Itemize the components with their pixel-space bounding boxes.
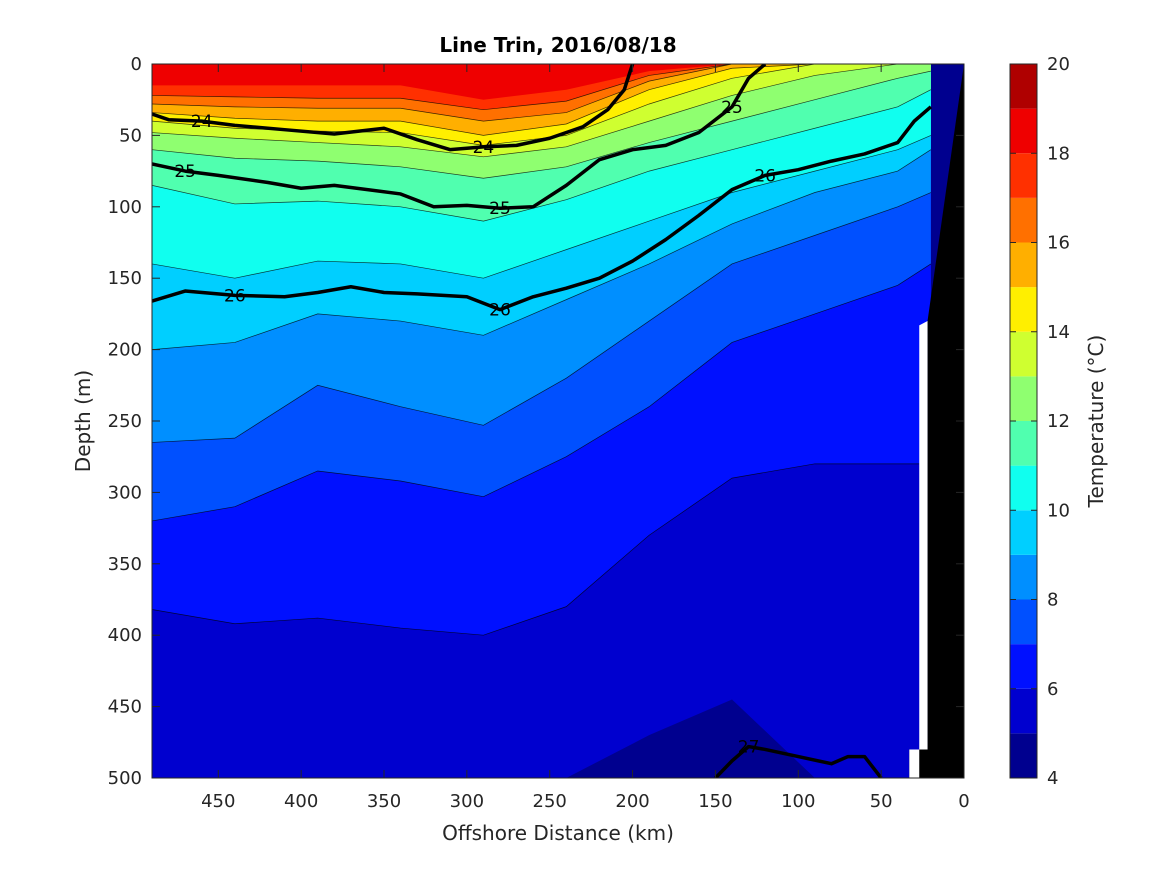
thin-contour-line (152, 192, 931, 443)
colorbar-swatch (1010, 733, 1037, 778)
colorbar-swatch (1010, 108, 1037, 154)
colorbar-swatch (1010, 465, 1037, 511)
colorbar-swatch (1010, 554, 1037, 600)
density-contour-25 (152, 64, 767, 210)
contour-label-25: 25 (174, 162, 196, 182)
temperature-band-18 (152, 64, 931, 100)
colorbar-swatch (1010, 644, 1037, 689)
colorbar-swatch (1010, 376, 1037, 421)
contour-label-26: 26 (224, 286, 246, 306)
x-tick-label: 250 (533, 791, 567, 812)
thin-contour-line (152, 463, 931, 636)
colorbar-tick-label: 18 (1047, 143, 1070, 164)
x-tick-label: 0 (958, 791, 969, 812)
colorbar-swatch (1010, 331, 1037, 377)
density-contour-24 (152, 64, 635, 152)
density-contours (152, 64, 932, 778)
density-contour-27 (714, 744, 883, 778)
y-axis-label: Depth (m) (71, 370, 95, 472)
y-tick-label: 50 (119, 125, 142, 146)
x-tick-label: 350 (367, 791, 401, 812)
colorbar-label: Temperature (°C) (1084, 335, 1108, 509)
contour-label-26: 26 (489, 301, 511, 321)
y-tick-label: 200 (108, 340, 142, 361)
coastline-land (886, 64, 964, 778)
x-tick-label: 300 (450, 791, 484, 812)
colorbar-swatch (1010, 421, 1037, 466)
colorbar-ticks: 4 6 8 10 12 14 16 18 20 (1010, 54, 1070, 789)
x-tick-label: 150 (698, 791, 732, 812)
thin-contour-line (152, 135, 931, 279)
colorbar-swatch (1010, 242, 1037, 288)
thin-contour-line (152, 64, 931, 136)
colorbar-swatch (1010, 64, 1037, 109)
colorbar-tick-label: 10 (1047, 500, 1070, 521)
thin-contour-line (152, 64, 931, 111)
x-tick-label: 100 (781, 791, 815, 812)
y-tick-label: 0 (131, 54, 142, 75)
x-tick-label: 400 (284, 791, 318, 812)
x-tick-label: 200 (615, 791, 649, 812)
plot-area (152, 64, 964, 778)
x-tick-label: 450 (201, 791, 235, 812)
y-tick-label: 400 (108, 625, 142, 646)
y-tick-label: 500 (108, 768, 142, 789)
x-tick-label: 50 (870, 791, 893, 812)
colorbar-tick-label: 6 (1047, 679, 1058, 700)
thin-contour-line (152, 149, 932, 350)
coastline-gap (909, 321, 928, 778)
contour-label-25: 25 (721, 98, 743, 118)
colorbar-tick-label: 12 (1047, 411, 1070, 432)
colorbar-swatch (1010, 688, 1037, 734)
y-tick-label: 300 (108, 482, 142, 503)
colorbar-tick-label: 16 (1047, 233, 1070, 254)
colorbar-tick-label: 20 (1047, 54, 1070, 75)
contour-label-25: 25 (489, 199, 511, 219)
x-axis-ticks: 450 400 350 300 250 200 150 100 50 0 (201, 64, 970, 812)
density-contour-26 (152, 105, 932, 312)
colorbar-swatch (1010, 599, 1037, 645)
colorbar-swatch (1010, 287, 1037, 332)
y-tick-label: 100 (108, 197, 142, 218)
contour-label-24: 24 (473, 138, 495, 158)
y-tick-label: 150 (108, 268, 142, 289)
density-contour-labels: 24 24 25 25 25 26 26 26 27 (174, 98, 776, 758)
thin-contour-line (152, 64, 931, 122)
colorbar-tick-label: 4 (1047, 768, 1058, 789)
colorbar-swatch (1010, 197, 1037, 243)
y-tick-label: 250 (108, 411, 142, 432)
colorbar-tick-label: 8 (1047, 590, 1058, 611)
y-tick-label: 450 (108, 697, 142, 718)
colorbar-tick-label: 14 (1047, 322, 1070, 343)
y-axis-ticks: 0 50 100 150 200 250 300 350 400 450 500 (108, 54, 964, 789)
contour-label-24: 24 (191, 112, 213, 132)
x-axis-label: Offshore Distance (km) (442, 821, 674, 845)
thin-contour-line (152, 64, 931, 158)
colorbar-swatch (1010, 510, 1037, 555)
chart-title: Line Trin, 2016/08/18 (439, 33, 676, 57)
thin-contour-line (152, 89, 932, 222)
thin-contour-line (152, 70, 931, 179)
colorbar (1010, 64, 1037, 778)
colorbar-swatch (1010, 153, 1037, 198)
y-tick-label: 350 (108, 554, 142, 575)
contour-label-26: 26 (754, 166, 776, 186)
contour-label-27: 27 (738, 738, 760, 758)
thin-contour-line (152, 263, 932, 522)
